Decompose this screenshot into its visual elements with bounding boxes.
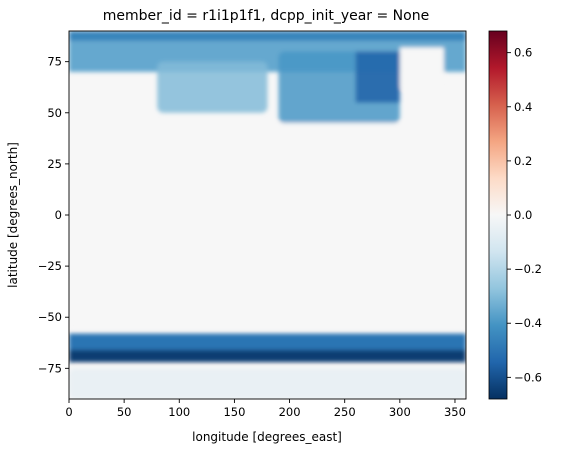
x-tick-label: 350 [444,405,466,419]
y-tick-label: −75 [38,361,62,375]
colorbar-tick-label: 0.2 [514,154,532,168]
colorbar-tick-label: −0.2 [514,262,542,276]
chart-title: member_id = r1i1p1f1, dcpp_init_year = N… [103,8,429,24]
y-axis-label: latitude [degrees_north] [6,142,20,288]
y-tick-label: 50 [47,106,62,120]
x-tick-label: 150 [223,405,245,419]
colorbar: −0.6 −0.4 −0.2 0.0 0.2 0.4 0.6 [488,30,542,400]
heatmap-plot [69,31,466,399]
heatmap-region [157,61,268,113]
colorbar-ticks: −0.6 −0.4 −0.2 0.0 0.2 0.4 0.6 [507,46,542,384]
x-tick-label: 250 [334,405,356,419]
heatmap-region [69,31,466,42]
colorbar-gradient [488,30,508,400]
y-axis-ticks: −75 −50 −25 0 25 50 75 [38,55,69,375]
heatmap-region [69,123,466,328]
heatmap-region [69,368,466,399]
x-tick-label: 300 [389,405,411,419]
heatmap-region [355,51,400,103]
y-tick-label: 25 [47,157,62,171]
heatmap-field [69,31,466,399]
colorbar-tick-label: 0.6 [514,46,532,60]
colorbar-tick-label: −0.4 [514,316,542,330]
colorbar-tick-label: 0.0 [514,208,532,222]
y-tick-label: −25 [38,259,62,273]
x-tick-label: 200 [279,405,301,419]
x-tick-label: 100 [168,405,190,419]
y-tick-label: −50 [38,310,62,324]
x-tick-label: 50 [117,405,132,419]
heatmap-region [69,349,466,363]
y-tick-label: 75 [47,55,62,69]
heatmap-region [399,47,444,89]
x-tick-label: 0 [65,405,72,419]
colorbar-tick-label: 0.4 [514,100,532,114]
x-axis-ticks: 0 50 100 150 200 250 300 350 [65,399,466,419]
colorbar-tick-label: −0.6 [514,370,542,384]
x-axis-label: longitude [degrees_east] [192,430,342,444]
y-tick-label: 0 [55,208,62,222]
